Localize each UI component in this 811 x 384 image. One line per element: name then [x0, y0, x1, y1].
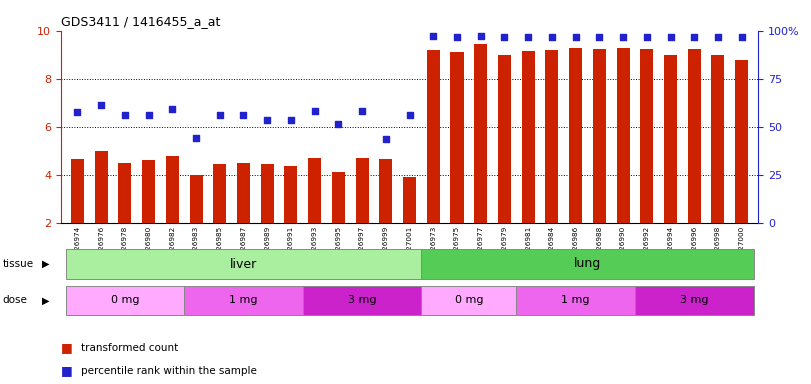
Bar [71, 159, 84, 223]
Point [593, 34, 606, 40]
Bar [118, 163, 131, 223]
Point [142, 112, 155, 118]
Point [546, 34, 559, 40]
Bar [403, 177, 416, 223]
Bar [355, 158, 369, 223]
Bar [285, 166, 298, 223]
Point [71, 109, 84, 116]
Text: tissue: tissue [2, 259, 33, 269]
Bar [616, 48, 629, 223]
Text: lung: lung [574, 258, 601, 270]
Point [260, 116, 273, 122]
Point [736, 34, 749, 40]
Point [285, 116, 298, 122]
Bar [66, 286, 184, 315]
Bar [190, 175, 203, 223]
Point [616, 34, 629, 40]
Point [711, 34, 724, 40]
Point [521, 34, 534, 40]
Text: 3 mg: 3 mg [348, 295, 376, 306]
Bar [95, 151, 108, 223]
Bar [474, 44, 487, 223]
Bar [380, 159, 393, 223]
Point [688, 34, 701, 40]
Point [165, 106, 178, 112]
Bar [450, 52, 464, 223]
Text: 1 mg: 1 mg [230, 295, 258, 306]
Bar [184, 286, 303, 315]
Text: 3 mg: 3 mg [680, 295, 709, 306]
Point [427, 33, 440, 39]
Bar [593, 49, 606, 223]
Bar [165, 156, 179, 223]
Text: 0 mg: 0 mg [455, 295, 483, 306]
Point [664, 34, 677, 40]
Point [474, 33, 487, 39]
Bar [422, 286, 517, 315]
Point [380, 136, 393, 142]
Text: ▶: ▶ [42, 259, 49, 269]
Point [237, 112, 250, 118]
Bar [521, 51, 534, 223]
Bar [260, 164, 274, 223]
Text: transformed count: transformed count [81, 343, 178, 353]
Bar [688, 49, 701, 223]
Text: ■: ■ [61, 341, 72, 354]
Text: GDS3411 / 1416455_a_at: GDS3411 / 1416455_a_at [61, 15, 221, 28]
Bar [66, 249, 422, 279]
Bar [422, 249, 753, 279]
Point [451, 34, 464, 40]
Text: ■: ■ [61, 364, 72, 377]
Point [403, 112, 416, 118]
Point [308, 108, 321, 114]
Text: liver: liver [230, 258, 257, 270]
Point [95, 102, 108, 108]
Bar [427, 50, 440, 223]
Text: ▶: ▶ [42, 295, 49, 306]
Bar [569, 48, 582, 223]
Text: 1 mg: 1 mg [561, 295, 590, 306]
Bar [303, 286, 422, 315]
Bar [635, 286, 753, 315]
Bar [142, 161, 155, 223]
Bar [711, 55, 724, 223]
Point [569, 34, 582, 40]
Text: dose: dose [2, 295, 28, 306]
Point [213, 112, 226, 118]
Bar [640, 49, 654, 223]
Bar [498, 55, 511, 223]
Bar [545, 50, 559, 223]
Text: percentile rank within the sample: percentile rank within the sample [81, 366, 257, 376]
Point [190, 134, 203, 141]
Bar [308, 158, 321, 223]
Bar [332, 172, 345, 223]
Point [332, 121, 345, 127]
Point [118, 112, 131, 118]
Point [498, 34, 511, 40]
Bar [735, 60, 749, 223]
Bar [213, 164, 226, 223]
Bar [237, 163, 250, 223]
Bar [517, 286, 635, 315]
Point [355, 108, 368, 114]
Point [641, 34, 654, 40]
Bar [664, 55, 677, 223]
Text: 0 mg: 0 mg [110, 295, 139, 306]
